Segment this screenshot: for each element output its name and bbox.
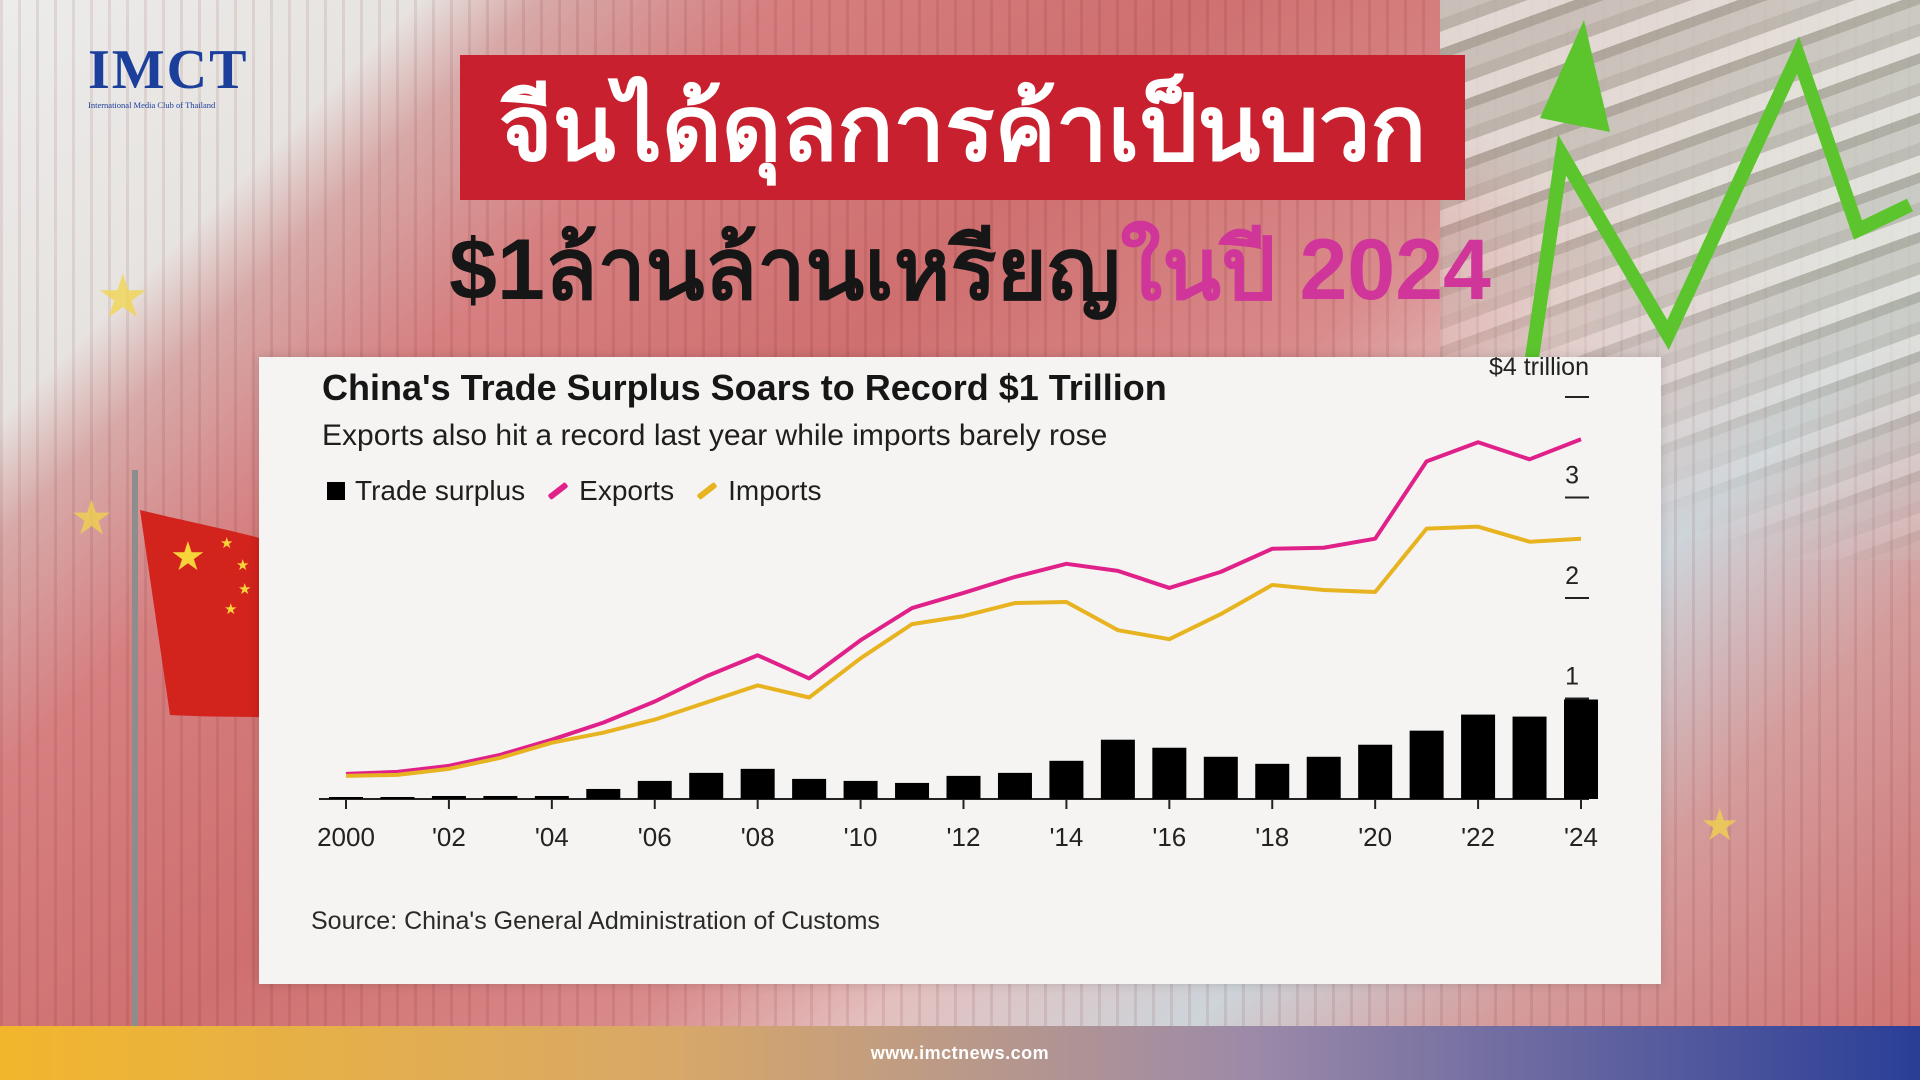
surplus-bar [740,768,775,799]
green-up-arrow-icon [1501,20,1914,522]
y-tick-label: 3 [1565,462,1579,490]
headline-line1: จีนได้ดุลการค้าเป็นบวก [498,78,1427,180]
chart-card: China's Trade Surplus Soars to Record $1… [259,357,1661,984]
surplus-bar [1203,756,1238,799]
x-tick-label: '08 [741,822,775,852]
legend-swatch-surplus [327,482,345,500]
x-tick-label: '02 [432,822,466,852]
y-unit-label: $4 trillion [1489,357,1589,381]
surplus-bar [689,772,724,799]
x-tick-label: '06 [638,822,672,852]
x-tick-label: '04 [535,822,569,852]
logo-subtitle: International Media Club of Thailand [88,100,216,110]
svg-text:★: ★ [224,600,237,618]
x-tick-label: 2000 [317,822,375,852]
surplus-bar [1152,747,1187,799]
svg-text:★: ★ [238,580,251,598]
surplus-bar [792,778,827,799]
x-tick-label: '20 [1358,822,1392,852]
footer-bar: www.imctnews.com [0,1026,1920,1080]
surplus-bar [1564,699,1598,799]
surplus-bar [1461,714,1496,799]
surplus-bar [483,795,518,799]
x-tick-label: '10 [844,822,878,852]
surplus-bar [1306,756,1341,799]
surplus-bar [534,795,569,799]
headline-line2: $1ล้านล้านเหรียญในปี 2024 [430,220,1510,320]
x-tick-label: '12 [947,822,981,852]
star-icon: ★ [1700,801,1740,850]
y-tick-label: 1 [1565,663,1579,691]
legend-label-exports: Exports [579,475,675,506]
star-icon: ★ [96,263,150,330]
legend-item-imports: Imports [696,475,821,507]
surplus-bar [329,796,363,799]
surplus-bar [586,788,621,799]
y-tick-label: 2 [1565,562,1579,590]
chart-legend: Trade surplus Exports Imports [327,475,821,507]
surplus-bar [1255,763,1290,799]
star-icon: ★ [70,492,114,545]
imct-logo: IMCT International Media Club of Thailan… [88,42,248,110]
chart-title: China's Trade Surplus Soars to Record $1… [322,367,1167,408]
surplus-bar [1100,739,1135,799]
surplus-bar [1409,730,1444,799]
surplus-bar [380,796,415,799]
legend-label-surplus: Trade surplus [355,475,526,506]
svg-text:★: ★ [236,556,249,574]
surplus-bar [637,780,672,799]
trade-chart: 3210$4 trillion2000'02'04'06'08'10'12'14… [317,357,1598,852]
surplus-bar [946,775,981,799]
headline-line2-year: ในปี 2024 [1120,222,1491,318]
imports-line [345,524,1582,778]
svg-text:★: ★ [170,534,206,580]
surplus-bar [843,780,878,799]
exports-line [345,437,1582,776]
surplus-bar [1049,760,1084,799]
legend-item-exports: Exports [547,475,674,507]
chart-subtitle: Exports also hit a record last year whil… [322,419,1108,452]
x-tick-label: '24 [1564,822,1598,852]
legend-label-imports: Imports [728,475,822,506]
x-tick-label: '22 [1461,822,1495,852]
surplus-bar [895,782,930,799]
surplus-bar [431,795,466,799]
x-tick-label: '14 [1049,822,1083,852]
x-tick-label: '18 [1255,822,1289,852]
svg-text:★: ★ [220,534,233,552]
chart-source: Source: China's General Administration o… [311,907,880,935]
surplus-bar [1358,744,1393,799]
surplus-bar [997,772,1032,799]
logo-text: IMCT [88,39,249,101]
footer-url: www.imctnews.com [870,1042,1050,1063]
legend-item-surplus: Trade surplus [327,475,525,507]
headline-banner: จีนได้ดุลการค้าเป็นบวก [460,55,1465,200]
headline-line2-amount: $1ล้านล้านเหรียญ [449,222,1121,318]
x-tick-label: '16 [1152,822,1186,852]
surplus-bar [1512,716,1547,799]
